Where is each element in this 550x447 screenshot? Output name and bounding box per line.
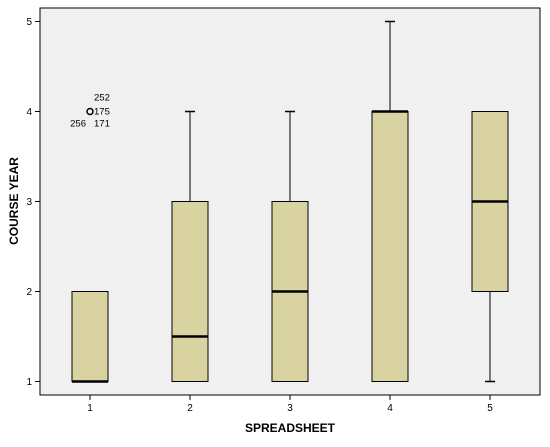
box-group (371, 20, 409, 382)
outlier-label: 252 (94, 93, 110, 104)
y-tick-label: 4 (26, 107, 32, 118)
outlier-label: 175 (94, 107, 110, 118)
box-group (71, 291, 109, 383)
outlier-label: 171 (94, 119, 110, 130)
outlier-group: 252 175 256 171 (70, 93, 110, 130)
x-axis: 1 2 3 4 5 (87, 395, 493, 414)
y-tick-label: 3 (26, 197, 32, 208)
x-tick-label: 5 (487, 403, 493, 414)
y-tick-label: 1 (26, 377, 32, 388)
box-group (471, 111, 509, 383)
boxplot-marks: 252 175 256 171 (70, 20, 509, 383)
box (171, 201, 209, 382)
outlier-label: 256 (70, 119, 86, 130)
y-axis: 1 2 3 4 5 (26, 17, 40, 388)
box (71, 291, 109, 382)
y-axis-title: COURSE YEAR (7, 157, 21, 245)
box-group (271, 110, 309, 382)
y-tick-label: 5 (26, 17, 32, 28)
outlier-point (86, 107, 94, 116)
box (371, 111, 409, 382)
x-tick-label: 2 (187, 403, 193, 414)
x-tick-label: 1 (87, 403, 93, 414)
x-axis-title: SPREADSHEET (245, 421, 336, 435)
y-tick-label: 2 (26, 287, 32, 298)
x-tick-label: 4 (387, 403, 393, 414)
box-group (171, 110, 209, 382)
x-tick-label: 3 (287, 403, 293, 414)
